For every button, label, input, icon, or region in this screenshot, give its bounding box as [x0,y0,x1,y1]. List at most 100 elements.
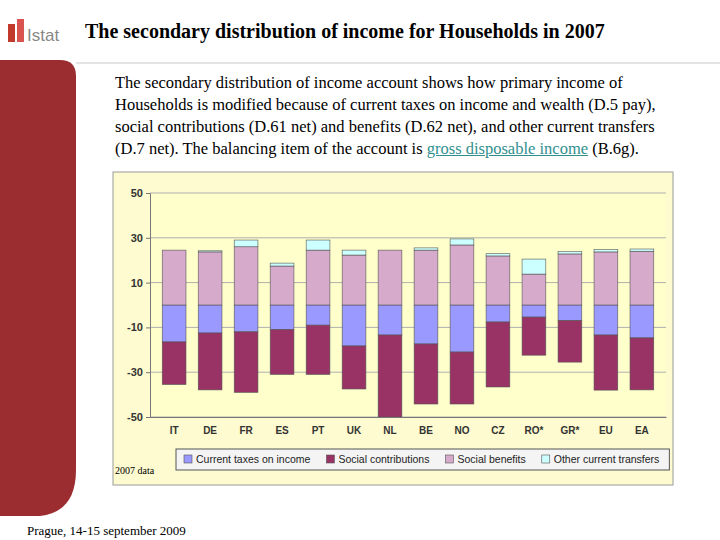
bar [378,305,402,335]
tick-mark [146,417,150,418]
bar [342,346,366,389]
bar [630,249,654,251]
tick: EU [599,425,613,436]
tick-label: -10 [127,321,143,333]
bar [630,338,654,390]
tick: GR* [560,425,579,436]
paragraph-text: (B.6g). [588,139,639,158]
bar [270,263,294,266]
bar [522,305,546,317]
grid-line [150,417,666,418]
tick-label: 50 [131,187,143,199]
tick-label: ES [275,425,289,436]
tick-label: EA [635,425,649,436]
legend-swatch [184,455,192,463]
bar [198,251,222,252]
bar [594,305,618,335]
logo-icon [8,24,15,42]
tick-label: CZ [491,425,504,436]
bar [270,305,294,330]
legend-label: Current taxes on income [196,453,311,465]
tick-mark [146,372,150,373]
x-axis: ITDEFRESPTUKNLBENOCZRO*GR*EUEA [151,418,667,437]
bar [234,247,258,305]
tick: -50 [127,411,150,423]
bar [270,266,294,305]
legend-box [176,449,669,470]
tick-label: IT [170,425,179,436]
bars [162,239,654,417]
bar [558,254,582,305]
bar [162,305,186,342]
bar [558,252,582,254]
tick-label: PT [312,425,325,436]
tick: ES [275,425,289,436]
grid-line [150,327,666,328]
bar [306,305,330,325]
bar [486,254,510,256]
bar [234,240,258,247]
bar [486,322,510,387]
tick-label: DE [203,425,217,436]
bar [450,352,474,404]
bar [198,305,222,333]
bar [450,305,474,352]
bar [630,305,654,338]
tick-label: EU [599,425,613,436]
tick: 30 [131,232,150,244]
bar [162,342,186,385]
tick-label: FR [239,425,253,436]
tick-label: -50 [127,411,143,423]
tick-label: NL [383,425,396,436]
tick-label: -30 [127,366,143,378]
plot-area [150,193,666,417]
grid-line [150,282,666,283]
tick: 50 [131,187,150,199]
tick-label: GR* [560,425,579,436]
bar [378,250,402,305]
tick: 10 [131,277,150,289]
bar [342,255,366,305]
bar [306,240,330,250]
bar [378,305,402,306]
axis-line [151,417,667,418]
bar [414,305,438,344]
title: The secondary distribution of income for… [85,20,605,43]
bar [162,305,186,306]
bar [522,317,546,355]
header-rule [76,63,720,64]
bar [558,321,582,362]
legend-swatch [326,455,334,463]
tick: DE [203,425,217,436]
tick: IT [170,425,179,436]
tick-mark [146,283,150,284]
legend-label: Other current transfers [554,453,660,465]
tick-label: UK [347,425,362,436]
annotation: 2007 data [115,465,155,476]
paragraph: The secondary distribution of income acc… [115,72,680,160]
tick: FR [239,425,253,436]
bar [342,305,366,346]
bar [306,250,330,305]
grid-line [150,237,666,238]
link[interactable]: gross disposable income [427,139,588,158]
bar [162,250,186,305]
legend-swatch [445,455,453,463]
bar [450,239,474,245]
bar [558,305,582,321]
grid-line [150,372,666,373]
side-band [0,60,76,516]
bar [378,335,402,417]
tick-mark [146,327,150,328]
bar [522,274,546,305]
bar [522,259,546,274]
tick-label: BE [419,425,433,436]
axis-line [146,194,151,418]
bar [594,250,618,252]
tick-label: 10 [131,277,143,289]
grid-line [150,193,666,194]
bar [486,305,510,322]
bar [234,332,258,392]
footer: Prague, 14-15 september 2009 [27,523,186,538]
tick: BE [419,425,433,436]
